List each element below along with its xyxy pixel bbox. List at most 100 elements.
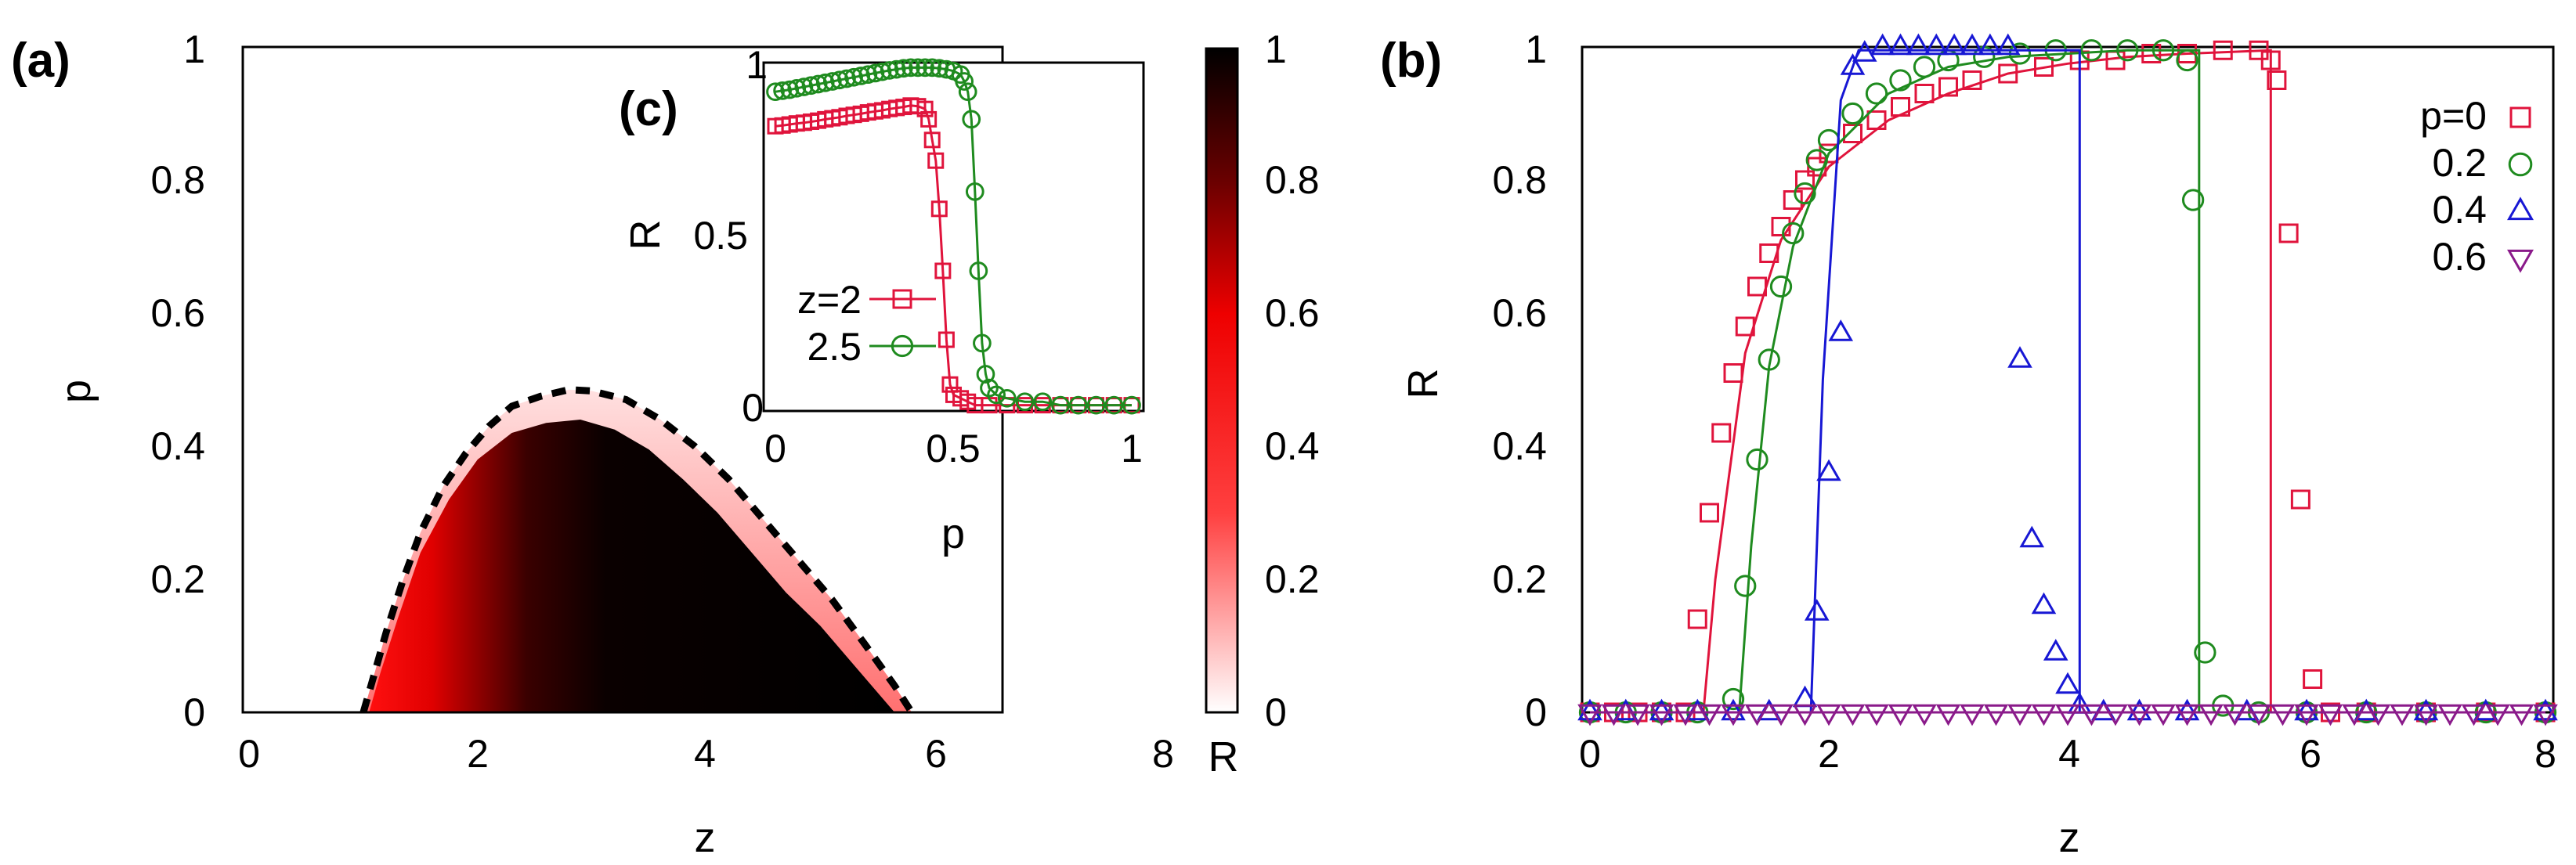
- cb-tick-0.6: 0.6: [1265, 291, 1320, 335]
- c-point-1-31: [969, 261, 988, 280]
- c-point-1-30: [965, 182, 985, 201]
- a-ytick-0: 0: [183, 690, 205, 734]
- cb-tick-0.4: 0.4: [1265, 424, 1320, 468]
- b-point-0-27: [2141, 44, 2162, 63]
- c-point-1-19: [901, 58, 920, 77]
- c-point-1-29: [962, 110, 981, 129]
- b-point-0-19: [1891, 97, 1910, 117]
- panel-label-c: (c): [619, 82, 678, 136]
- b-point-0-26: [2105, 50, 2126, 70]
- b-point-1-7: [1758, 348, 1780, 371]
- c-point-1-5: [801, 76, 821, 96]
- b-point-2-15: [1924, 33, 1949, 56]
- b-point-0-13: [1783, 190, 1803, 210]
- b-point-3-9: [1792, 704, 1818, 726]
- c-point-1-11: [844, 67, 863, 87]
- c-ytick-1: 1: [746, 43, 768, 87]
- b-point-3-1: [1601, 704, 1627, 726]
- b-legend-marker-2: [2507, 196, 2534, 221]
- c-point-1-21: [916, 58, 934, 77]
- b-point-3-31: [2318, 704, 2343, 726]
- b-point-0-7: [1711, 423, 1732, 443]
- c-point-1-18: [894, 59, 913, 78]
- b-xtick-0: 0: [1579, 732, 1601, 776]
- c-point-1-35: [987, 385, 1006, 405]
- b-point-2-34: [2533, 698, 2558, 721]
- b-point-3-24: [2151, 704, 2176, 726]
- phase-boundary-dashed: [359, 386, 915, 715]
- panel-c-legend: z=2 2.5: [797, 278, 936, 369]
- b-legend-label-2: 0.4: [2432, 188, 2487, 232]
- b-point-0-23: [1998, 63, 2018, 84]
- panel-c-series: [766, 58, 1141, 415]
- b-point-3-28: [2246, 704, 2271, 726]
- c-ytick-0.5: 0.5: [693, 214, 748, 258]
- b-point-2-30: [2294, 698, 2319, 721]
- b-point-0-9: [1735, 316, 1755, 337]
- b-point-1-25: [2181, 189, 2205, 211]
- b-point-1-16: [1913, 56, 1936, 78]
- b-point-3-10: [1816, 704, 1841, 726]
- a-xlabel: z: [695, 814, 716, 861]
- b-point-3-6: [1721, 704, 1746, 726]
- b-legend-marker-3: [2507, 249, 2534, 273]
- b-point-0-32: [2267, 70, 2287, 90]
- b-point-2-7: [1804, 599, 1830, 621]
- b-point-3-29: [2270, 704, 2296, 726]
- b-point-3-3: [1649, 704, 1675, 726]
- b-point-3-26: [2198, 704, 2224, 726]
- c-point-1-22: [923, 58, 942, 77]
- b-point-1-14: [1865, 82, 1888, 105]
- b-point-3-16: [1960, 704, 1985, 726]
- b-point-1-12: [1817, 128, 1841, 152]
- c-xlabel: p: [941, 510, 965, 557]
- a-ytick-0.4: 0.4: [150, 424, 205, 468]
- c-legend-label-1: 2.5: [807, 325, 862, 369]
- panel-c-background: [764, 63, 1143, 411]
- b-point-2-24: [2055, 672, 2080, 694]
- c-point-1-6: [808, 74, 828, 94]
- b-point-2-18: [1978, 33, 2003, 56]
- b-point-0-30: [2249, 40, 2269, 60]
- colorbar-ticks: 0 0.2 0.4 0.6 0.8 1: [1265, 27, 1320, 734]
- b-point-2-2: [1649, 698, 1675, 721]
- b-line-0: [1590, 49, 2545, 714]
- panel-c: 0 0.5 1 1 0.5 0 p R z=2 2.5: [622, 43, 1145, 557]
- panel-b-legend-marks: [2507, 106, 2534, 273]
- b-point-0-8: [1723, 363, 1743, 383]
- c-point-1-3: [787, 78, 807, 98]
- b-point-3-40: [2533, 704, 2558, 726]
- a-xtick-2: 2: [467, 732, 489, 776]
- panel-b-xticks: 0 2 4 6 8: [1579, 732, 2556, 776]
- panel-c-yticks: 1 0.5 0: [693, 43, 768, 430]
- b-point-3-14: [1912, 704, 1937, 726]
- b-ytick-0.8: 0.8: [1492, 158, 1547, 202]
- b-xtick-8: 8: [2534, 732, 2556, 776]
- b-point-0-17: [1843, 124, 1862, 143]
- b-xlabel: z: [2059, 814, 2080, 861]
- b-point-1-13: [1841, 102, 1864, 125]
- c-point-1-2: [780, 80, 800, 99]
- b-point-3-7: [1744, 704, 1770, 726]
- b-point-3-0: [1577, 704, 1602, 726]
- b-line-2: [1590, 49, 2545, 714]
- cb-tick-0: 0: [1265, 690, 1287, 734]
- b-xtick-6: 6: [2300, 732, 2321, 776]
- b-xtick-4: 4: [2058, 732, 2080, 776]
- panel-c-legend-marks: [869, 289, 936, 358]
- b-point-3-2: [1625, 704, 1650, 726]
- panel-a-yticks: 0 0.2 0.4 0.6 0.8 1: [150, 27, 205, 734]
- b-point-2-16: [1942, 33, 1967, 56]
- b-point-2-23: [2043, 639, 2068, 661]
- heatmap-region: [369, 420, 895, 712]
- b-point-2-0: [1577, 698, 1602, 721]
- c-point-0-22: [920, 110, 938, 128]
- a-ylabel: p: [52, 380, 99, 403]
- b-point-1-5: [1734, 575, 1757, 597]
- b-point-2-27: [2126, 698, 2152, 721]
- c-point-0-28: [941, 376, 959, 393]
- c-ylabel: R: [622, 220, 669, 250]
- b-point-3-15: [1935, 704, 1961, 726]
- b-point-2-19: [1995, 33, 2021, 56]
- panel-label-b: (b): [1380, 34, 1442, 88]
